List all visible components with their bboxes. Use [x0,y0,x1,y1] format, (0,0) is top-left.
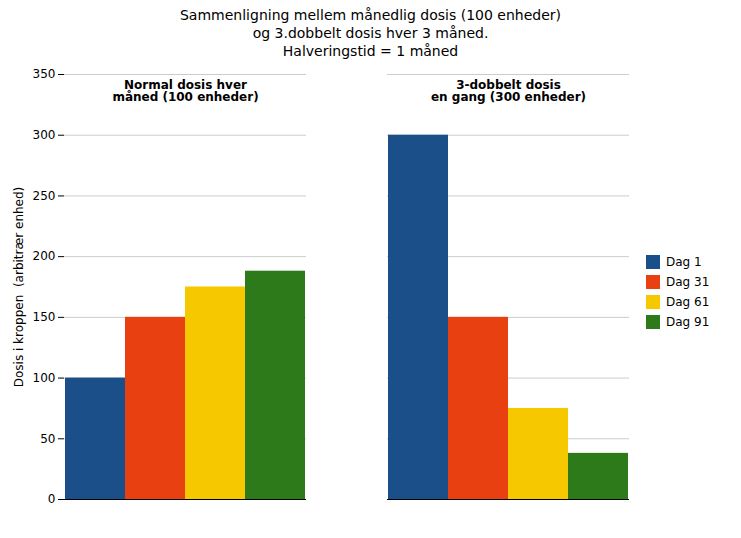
svg-text:50: 50 [40,432,55,446]
html-text:Dag 91: Dag 91 [666,314,710,329]
svg-text:250: 250 [33,189,56,203]
svg-text:3-dobbelt dosisen gang (300 en: 3-dobbelt dosisen gang (300 enheder) [431,78,586,104]
svg-text:300: 300 [33,128,56,142]
svg-text:0: 0 [48,492,56,506]
svg-text:200: 200 [33,249,56,263]
html-text:Dag 1: Dag 1 [666,254,702,269]
svg-text:150: 150 [33,310,56,324]
html-text:Sammenligning mellem månedlig: Sammenligning mellem månedlig dosis (100… [180,7,561,59]
html-text:Dag 61: Dag 61 [666,294,710,309]
svg-text:Normal dosis hvermåned (100 en: Normal dosis hvermåned (100 enheder) [112,78,258,104]
svg-text:100: 100 [33,371,56,385]
svg-text:Dosis i kroppen (arbitrær enh: Dosis i kroppen (arbitrær enhed) [12,187,26,388]
svg-text:350: 350 [33,67,56,81]
html-text:Dag 31: Dag 31 [666,274,710,289]
